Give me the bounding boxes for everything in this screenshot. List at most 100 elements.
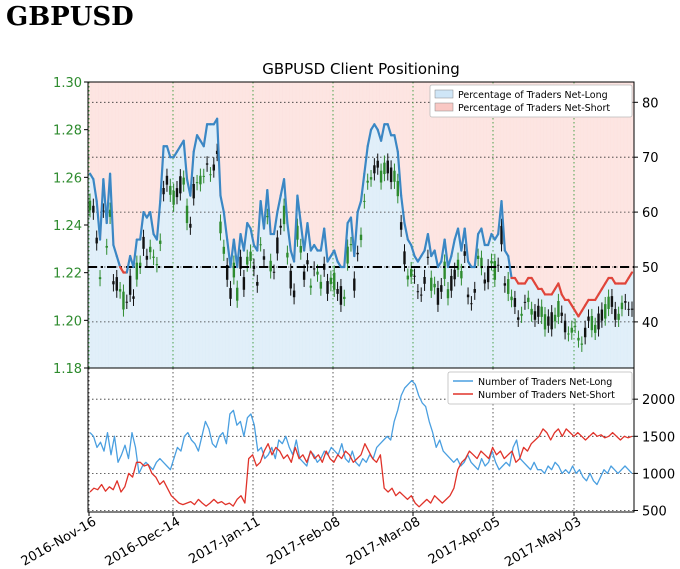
candle-body (212, 164, 215, 171)
net-long-shade (526, 277, 531, 368)
net-long-shade (158, 201, 163, 368)
net-short-shade (536, 82, 541, 289)
net-long-shade (359, 201, 364, 368)
candle-body (460, 270, 463, 279)
net-short-shade (235, 82, 240, 267)
net-long-shade (121, 272, 126, 368)
net-short-shade (600, 82, 605, 289)
net-long-shade (610, 277, 615, 368)
net-short-shade (583, 82, 588, 306)
net-long-shade (258, 201, 263, 368)
candle-body (132, 296, 135, 299)
candle-body (533, 311, 537, 320)
net-short-shade (533, 82, 538, 284)
net-short-shade (198, 82, 203, 141)
net-long-shade (171, 157, 176, 368)
net-short-shade (546, 82, 551, 295)
net-long-shade (305, 223, 310, 368)
net-short-shade (402, 82, 407, 224)
net-long-shade (292, 261, 297, 368)
candle-body (326, 281, 329, 294)
line-segment (500, 200, 506, 252)
line-segment (426, 232, 433, 258)
line-segment (92, 178, 98, 203)
net-long-shade (272, 234, 277, 368)
net-short-shade (332, 82, 337, 251)
net-short-shade (95, 82, 99, 202)
net-short-shade (345, 82, 350, 224)
net-long-shade (188, 195, 193, 368)
candle-body (483, 279, 486, 284)
candle-body (316, 271, 319, 275)
chart-title: GBPUSD Client Positioning (262, 60, 460, 78)
net-short-shade (499, 82, 504, 202)
net-short-shade (476, 82, 481, 235)
candle-body (570, 327, 573, 333)
net-short-shade (215, 82, 220, 119)
line-segment (363, 145, 369, 175)
candle-body (537, 305, 540, 317)
net-long-shade (459, 250, 464, 368)
candle-body (527, 297, 530, 303)
candle-body (466, 294, 470, 298)
line-segment (386, 123, 393, 137)
candle-body (600, 309, 604, 321)
line-segment (306, 221, 312, 252)
net-short-shade (489, 82, 494, 235)
line-segment (112, 243, 118, 258)
net-long-shade (466, 261, 471, 368)
candle-body (185, 205, 189, 224)
net-short-shade (355, 82, 360, 213)
candle-body (604, 304, 607, 319)
candle-body (152, 256, 155, 258)
candle-body (557, 301, 560, 317)
line-segment (450, 238, 456, 258)
net-short-shade (509, 82, 514, 278)
net-long-shade (91, 179, 96, 368)
net-long-shade (108, 173, 113, 368)
candle-body (192, 184, 195, 199)
price-candles (88, 143, 634, 352)
line-segment (282, 178, 289, 225)
net-long-shade (355, 212, 360, 368)
net-short-shade (446, 82, 451, 267)
right-tick-label: 1000 (642, 467, 675, 482)
candle-body (309, 285, 313, 288)
candle-body (115, 277, 118, 291)
net-long-shade (148, 212, 153, 368)
candle-body (236, 287, 239, 301)
net-long-shade (225, 239, 230, 368)
candle-body (219, 221, 222, 234)
line-segment (323, 227, 329, 263)
line-segment (356, 200, 363, 214)
legend-box (429, 84, 633, 118)
net-short-shade (289, 82, 293, 251)
candle-body (624, 301, 627, 303)
net-short-shade (359, 82, 364, 202)
net-short-shade (519, 82, 524, 284)
net-long-shade (362, 173, 367, 368)
net-long-shade (503, 250, 508, 368)
net-long-shade (339, 266, 344, 368)
candle-body (406, 275, 410, 280)
net-long-shade (329, 256, 334, 368)
net-long-shade (262, 228, 267, 368)
candle-body (88, 200, 92, 211)
net-short-shade (299, 82, 303, 224)
candle-body (480, 257, 483, 269)
candle-body (530, 308, 533, 315)
net-short-shade (399, 82, 404, 196)
right-tick-label: 1500 (642, 430, 675, 445)
legend-box (447, 371, 633, 405)
net-long-shade (98, 239, 103, 368)
net-short-shade (432, 82, 437, 251)
candle-body (169, 185, 172, 195)
candle-body (366, 180, 369, 183)
x-tick-label: 2016-Nov-16 (19, 514, 99, 569)
net-long-shade (105, 223, 109, 368)
candle-body (142, 236, 145, 249)
net-long-shade (88, 173, 93, 368)
net-long-count-line (89, 379, 633, 486)
net-short-shade (275, 82, 280, 213)
candle-body (105, 245, 108, 248)
